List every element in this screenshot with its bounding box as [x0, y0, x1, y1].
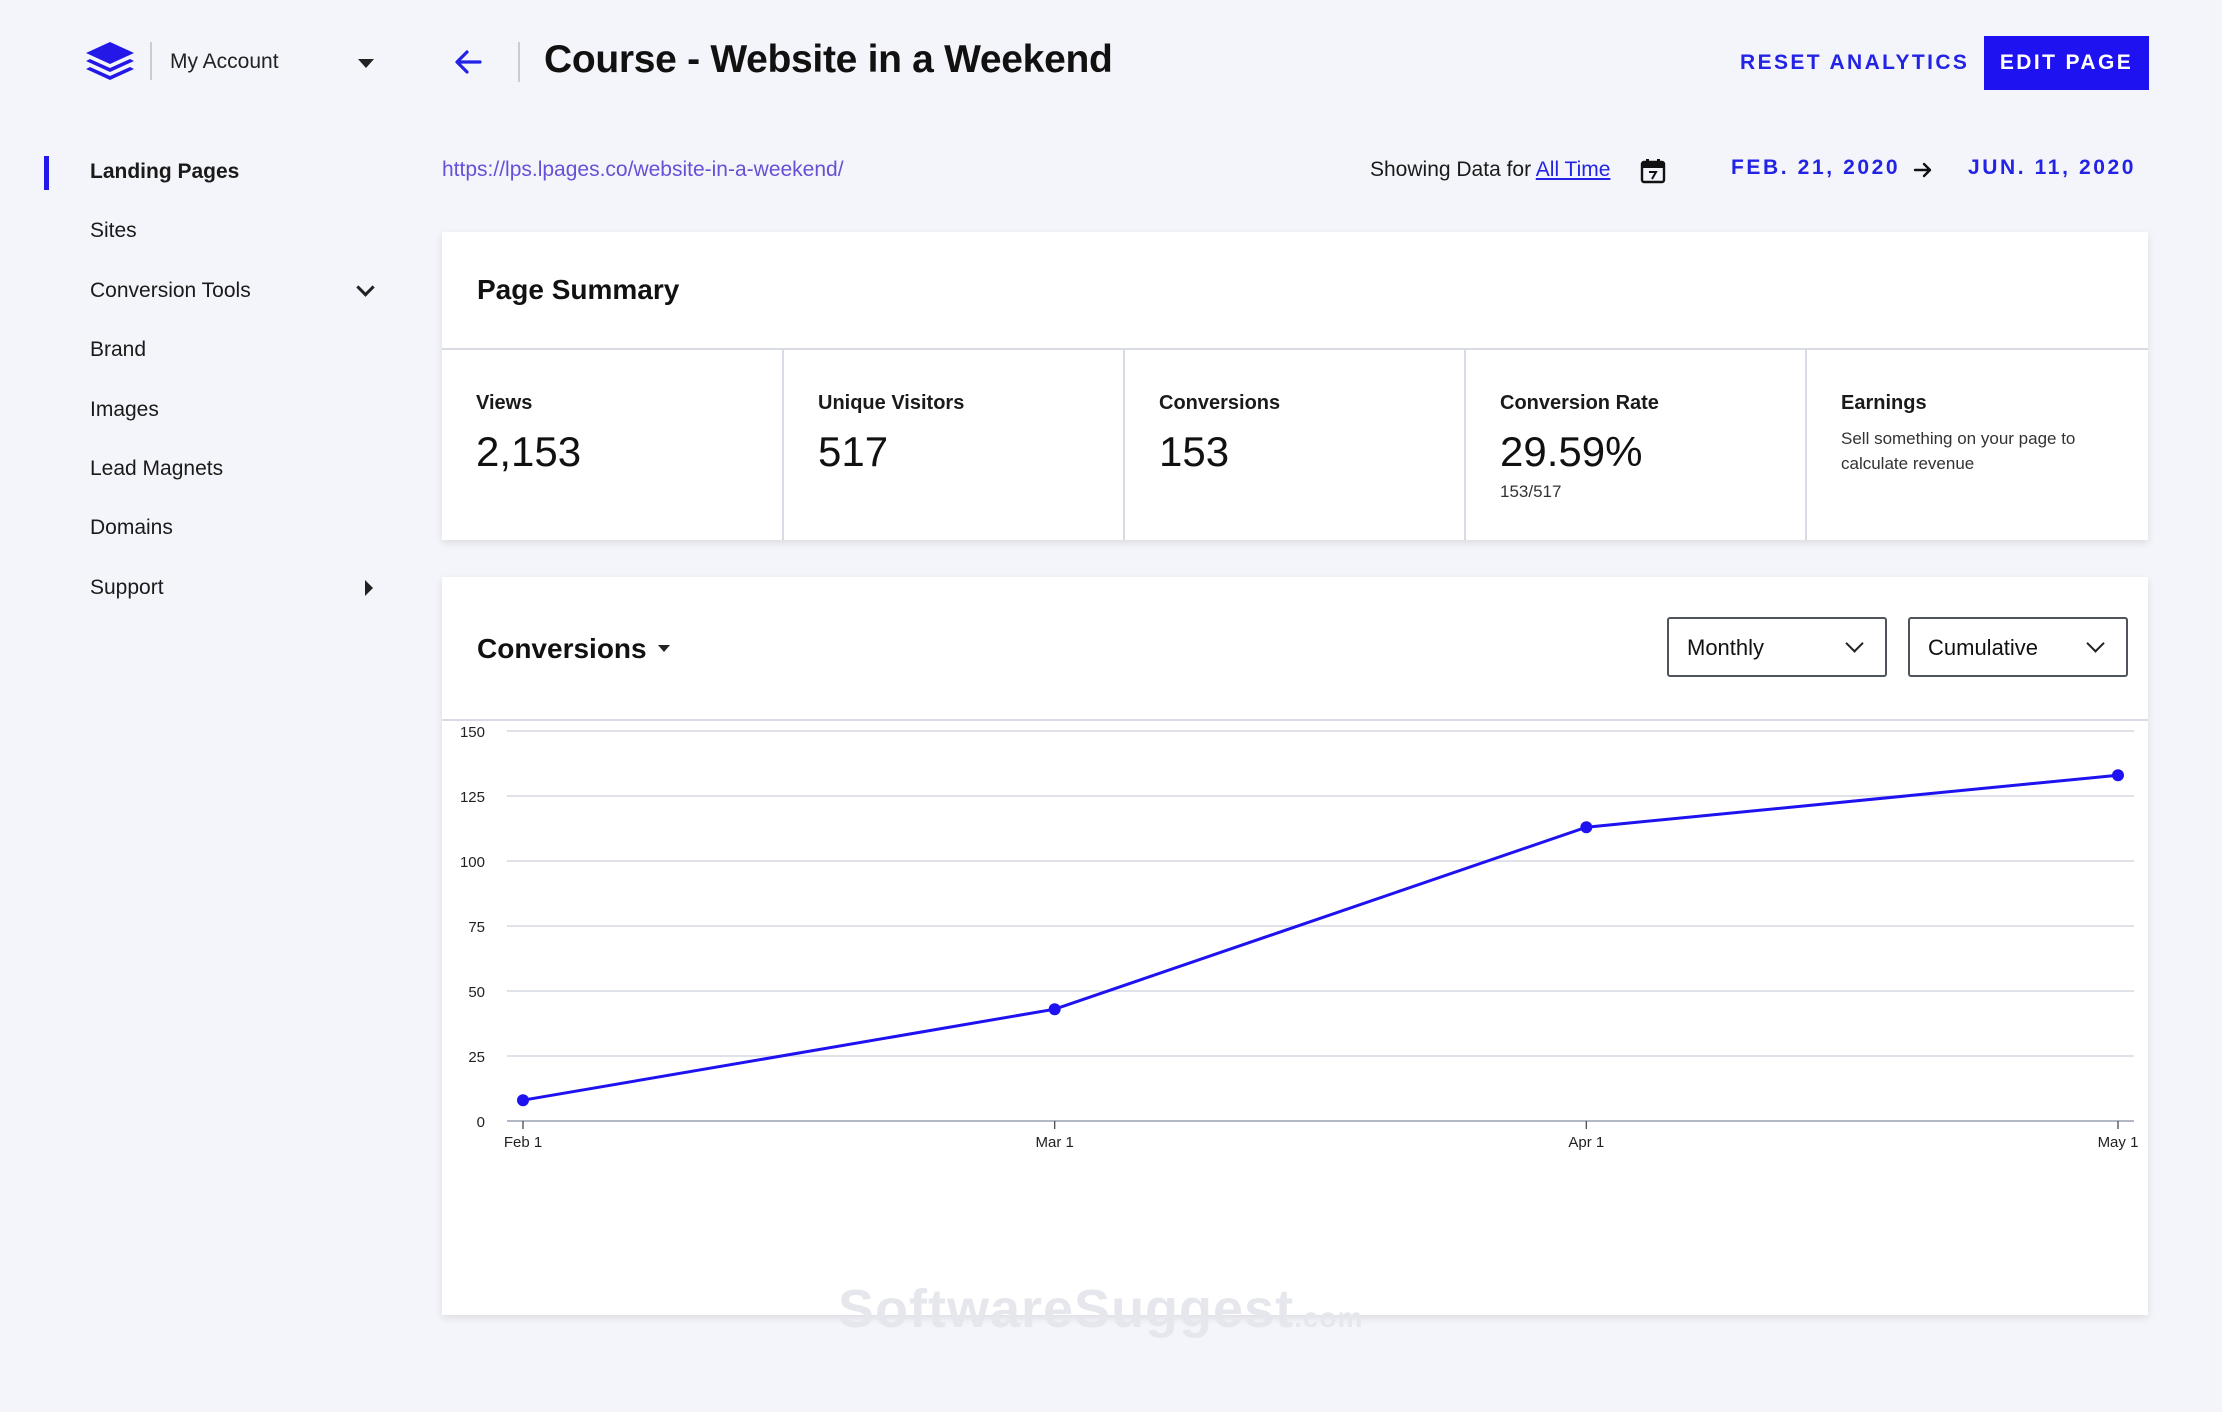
mode-select-value: Cumulative	[1928, 635, 2039, 660]
metric-label: Views	[476, 392, 533, 414]
conversions-header-divider	[442, 719, 2148, 721]
metric-value: 153	[1159, 428, 1230, 475]
chevron-down-icon[interactable]	[356, 278, 375, 297]
metric-note: Sell something on your page to calculate…	[1841, 429, 2076, 473]
conversions-card: Conversions Monthly Cumulative 0 25 50 75 10…	[442, 577, 2148, 1315]
summary-divider	[442, 348, 2148, 350]
account-caret-icon[interactable]	[358, 59, 374, 68]
watermark-main: SoftwareSuggest	[838, 1279, 1295, 1339]
metric-label: Unique Visitors	[818, 392, 965, 414]
arrow-right-icon	[1913, 162, 1932, 178]
caret-right-icon[interactable]	[365, 580, 373, 596]
x-tick-label: Feb 1	[504, 1134, 542, 1151]
back-arrow-icon[interactable]	[452, 46, 484, 78]
metric-label: Conversions	[1159, 392, 1281, 414]
sidebar-item-sites[interactable]: Sites	[90, 219, 137, 242]
metric-conversion-rate: Conversion Rate 29.59% 153/517	[1464, 350, 1806, 540]
start-date[interactable]: FEB. 21, 2020	[1731, 156, 1901, 179]
y-tick-label: 50	[468, 984, 485, 1001]
edit-page-button[interactable]: EDIT PAGE	[1984, 36, 2149, 90]
y-tick-label: 0	[477, 1114, 485, 1131]
data-point	[517, 1094, 529, 1107]
all-time-link[interactable]: All Time	[1535, 158, 1611, 181]
series-line	[522, 773, 2119, 1102]
layers-logo-icon[interactable]	[84, 40, 136, 84]
calendar-icon[interactable]	[1640, 158, 1666, 184]
end-date[interactable]: JUN. 11, 2020	[1968, 156, 2137, 179]
metric-unique-visitors: Unique Visitors 517	[782, 350, 1124, 540]
sidebar-item-lead-magnets[interactable]: Lead Magnets	[90, 457, 224, 480]
metric-value: 517	[818, 428, 889, 475]
metric-label: Conversion Rate	[1500, 392, 1659, 414]
sidebar-item-conversion-tools[interactable]: Conversion Tools	[90, 279, 251, 302]
metric-views: Views 2,153	[442, 350, 782, 540]
metric-value: 2,153	[476, 428, 582, 475]
sidebar-item-brand[interactable]: Brand	[90, 338, 147, 361]
page-url-link[interactable]: https://lps.lpages.co/website-in-a-weeke…	[442, 158, 844, 181]
data-point	[1048, 1003, 1061, 1016]
metric-earnings: Earnings Sell something on your page to …	[1805, 350, 2147, 540]
metric-value: 29.59%	[1500, 428, 1643, 475]
y-tick-label: 75	[468, 919, 485, 936]
logo-divider	[150, 42, 152, 80]
data-point	[2112, 769, 2124, 782]
showing-data-prefix: Showing Data for	[1370, 158, 1536, 181]
page-summary-card: Page Summary Views 2,153 Unique Visitors…	[442, 232, 2148, 540]
sidebar-item-domains[interactable]: Domains	[90, 516, 173, 539]
chevron-down-icon	[2086, 634, 2105, 653]
y-tick-label: 150	[460, 724, 485, 741]
sidebar-item-support[interactable]: Support	[90, 576, 164, 599]
showing-data-text: Showing Data for All Time	[1370, 158, 1610, 182]
interval-select[interactable]: Monthly	[1667, 617, 1887, 677]
account-menu-label[interactable]: My Account	[170, 50, 279, 73]
sidebar-active-indicator	[44, 156, 49, 190]
y-tick-label: 100	[460, 854, 485, 871]
x-tick-label: May 1	[2098, 1134, 2139, 1151]
reset-analytics-button[interactable]: RESET ANALYTICS	[1740, 51, 1970, 74]
y-tick-label: 125	[460, 789, 485, 806]
page-summary-title: Page Summary	[477, 274, 680, 305]
watermark-suffix: .com	[1294, 1302, 1364, 1333]
page-title: Course - Website in a Weekend	[544, 38, 1113, 81]
conversions-line-chart: 0 25 50 75 100 125 150 Feb 1 Mar 1 Apr 1 May 1	[460, 724, 2139, 1151]
metric-conversions: Conversions 153	[1123, 350, 1465, 540]
data-point	[1580, 821, 1593, 834]
sidebar-item-images[interactable]: Images	[90, 398, 159, 421]
metric-sub-value: 153/517	[1500, 482, 1562, 501]
x-tick-label: Mar 1	[1035, 1134, 1073, 1151]
watermark: SoftwareSuggest.com	[838, 1278, 1363, 1340]
title-divider	[518, 42, 520, 82]
x-tick-label: Apr 1	[1568, 1134, 1604, 1151]
mode-select[interactable]: Cumulative	[1908, 617, 2128, 677]
conversions-title[interactable]: Conversions	[477, 633, 647, 664]
metric-picker-caret-icon[interactable]	[658, 645, 670, 652]
metric-label: Earnings	[1841, 392, 1927, 414]
y-tick-label: 25	[468, 1049, 485, 1066]
interval-select-value: Monthly	[1687, 635, 1765, 660]
chevron-down-icon	[1845, 634, 1864, 653]
sidebar-item-landing-pages[interactable]: Landing Pages	[90, 160, 240, 183]
